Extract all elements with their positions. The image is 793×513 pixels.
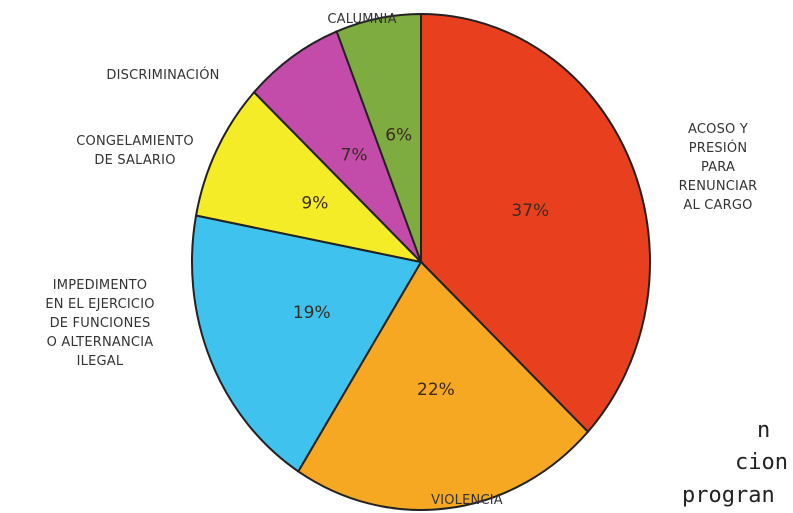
- background-text: n: [757, 418, 771, 443]
- category-label: CONGELAMIENTO DE SALARIO: [76, 134, 194, 168]
- pie-slice: [194, 90, 425, 264]
- value-label: 9%: [301, 193, 328, 213]
- category-label: ACOSO Y PRESIÓN PARA RENUNCIAR AL CARGO: [678, 122, 758, 213]
- pie-slice: [191, 214, 423, 473]
- pie-slice: [335, 12, 422, 263]
- category-label: CALUMNIA: [327, 12, 397, 27]
- value-label: 37%: [511, 201, 549, 221]
- background-text: cion: [735, 450, 788, 475]
- pie-slice: [296, 260, 590, 511]
- value-label: 22%: [417, 380, 455, 400]
- background-text: progran: [682, 483, 775, 508]
- pie-slice: [420, 12, 651, 434]
- value-label: 7%: [341, 145, 368, 165]
- category-label: IMPEDIMENTO EN EL EJERCICIO DE FUNCIONES…: [45, 278, 155, 369]
- pie-slice: [252, 30, 422, 263]
- category-label: VIOLENCIA: [431, 493, 503, 508]
- value-label: 6%: [385, 125, 412, 145]
- value-label: 19%: [293, 303, 331, 323]
- category-label: DISCRIMINACIÓN: [106, 68, 220, 83]
